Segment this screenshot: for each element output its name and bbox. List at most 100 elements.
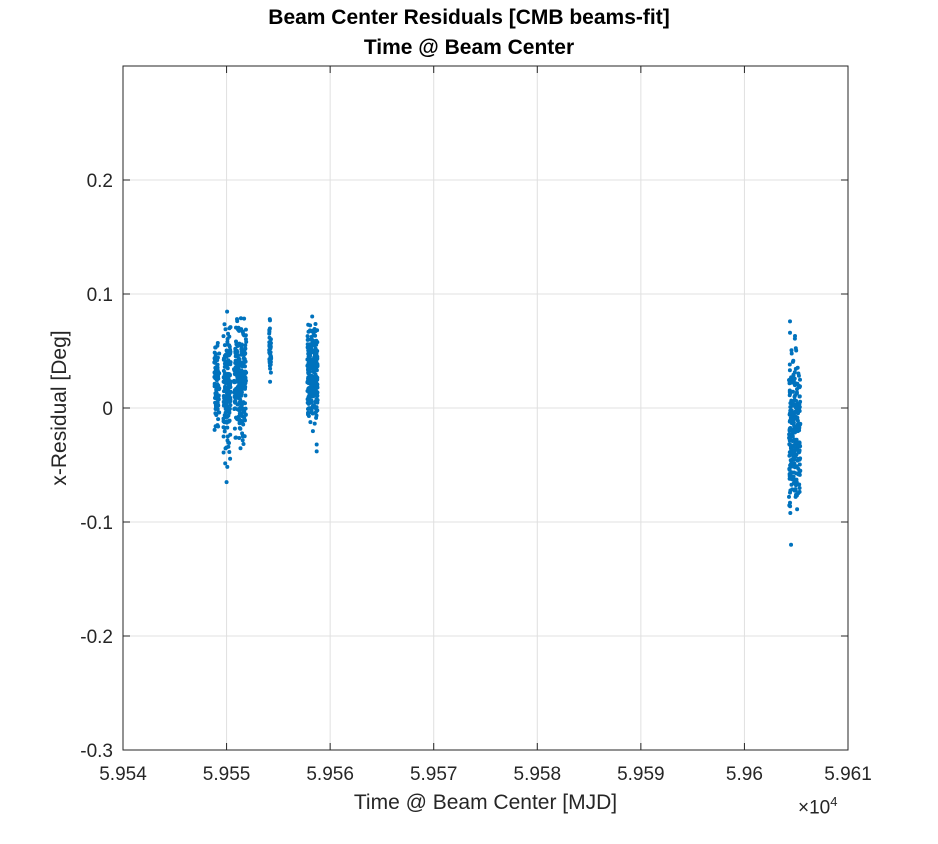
- data-point: [315, 328, 320, 333]
- y-axis-label: x-Residual [Deg]: [48, 330, 71, 486]
- data-point: [224, 394, 229, 399]
- data-point: [226, 360, 231, 365]
- data-point: [797, 383, 801, 388]
- data-point: [244, 339, 249, 344]
- data-point: [226, 331, 230, 336]
- data-point: [216, 376, 221, 381]
- data-point: [315, 390, 320, 395]
- data-point: [234, 435, 238, 440]
- data-point: [233, 346, 238, 351]
- data-point: [268, 362, 273, 367]
- data-point: [267, 317, 272, 322]
- data-point: [794, 471, 799, 476]
- data-point: [313, 399, 318, 404]
- data-point: [221, 450, 226, 455]
- data-point: [224, 480, 229, 485]
- data-point: [306, 375, 311, 380]
- data-point: [221, 334, 226, 339]
- data-point: [222, 322, 227, 327]
- data-point: [267, 344, 272, 349]
- data-point: [787, 426, 792, 431]
- data-point: [787, 494, 791, 499]
- data-point: [306, 410, 310, 415]
- data-point: [267, 328, 272, 332]
- data-point: [310, 411, 315, 416]
- data-point: [233, 354, 238, 359]
- data-point: [310, 338, 315, 343]
- data-point: [242, 316, 247, 321]
- data-point: [794, 483, 798, 488]
- axes: [122, 65, 849, 751]
- data-point: [225, 419, 230, 424]
- data-point: [238, 407, 243, 412]
- data-point: [217, 351, 222, 356]
- data-point: [237, 388, 242, 393]
- data-point: [315, 393, 320, 398]
- data-point: [793, 346, 798, 351]
- data-point: [215, 362, 220, 367]
- x-tick-label: 5.958: [514, 764, 562, 785]
- data-point: [221, 379, 226, 384]
- y-tick-label: -0.1: [80, 513, 113, 534]
- data-point: [238, 402, 243, 407]
- data-point: [225, 309, 230, 314]
- data-point: [227, 410, 232, 415]
- data-point: [228, 432, 233, 437]
- data-point: [793, 447, 798, 452]
- data-point: [788, 377, 792, 382]
- data-point: [789, 348, 794, 353]
- data-point: [237, 384, 242, 389]
- data-point: [314, 409, 319, 414]
- data-point: [312, 421, 317, 426]
- data-point: [311, 394, 316, 399]
- data-point: [227, 344, 232, 349]
- data-point: [794, 391, 799, 396]
- data-point: [242, 357, 247, 362]
- data-point: [308, 328, 312, 333]
- data-point: [222, 399, 227, 404]
- data-point: [233, 358, 238, 363]
- data-point: [794, 452, 799, 457]
- data-point: [243, 346, 248, 351]
- data-point: [790, 359, 795, 364]
- data-point: [792, 336, 797, 341]
- data-point: [796, 373, 801, 378]
- x-tick-label: 5.96: [726, 764, 763, 785]
- data-point: [212, 382, 217, 387]
- data-point: [241, 376, 246, 381]
- y-tick-label: -0.3: [80, 741, 113, 762]
- data-point: [307, 348, 311, 353]
- data-point: [226, 377, 231, 382]
- data-point: [240, 434, 245, 439]
- data-point: [221, 375, 226, 380]
- data-points: [212, 309, 803, 547]
- data-point: [792, 488, 797, 493]
- data-point: [212, 375, 217, 379]
- data-point: [212, 360, 217, 365]
- data-point: [240, 438, 245, 443]
- data-point: [793, 366, 798, 371]
- data-point: [313, 352, 318, 357]
- data-point: [308, 420, 313, 425]
- data-point: [239, 349, 244, 354]
- data-point: [268, 340, 273, 345]
- data-point: [237, 363, 242, 368]
- data-point: [222, 425, 227, 430]
- data-point: [235, 350, 240, 355]
- data-point: [232, 367, 236, 372]
- data-point: [788, 488, 793, 493]
- data-point: [305, 334, 310, 339]
- x-axis-label: Time @ Beam Center [MJD]: [353, 791, 618, 814]
- data-point: [794, 437, 799, 442]
- data-point: [791, 389, 795, 394]
- data-point: [228, 399, 233, 404]
- data-point: [225, 366, 230, 371]
- data-point: [239, 345, 244, 350]
- data-point: [243, 333, 248, 338]
- y-tick-label: -0.2: [80, 627, 113, 648]
- data-point: [791, 456, 796, 461]
- data-point: [311, 404, 316, 409]
- data-point: [306, 414, 311, 418]
- x-tick-label: 5.957: [410, 764, 458, 785]
